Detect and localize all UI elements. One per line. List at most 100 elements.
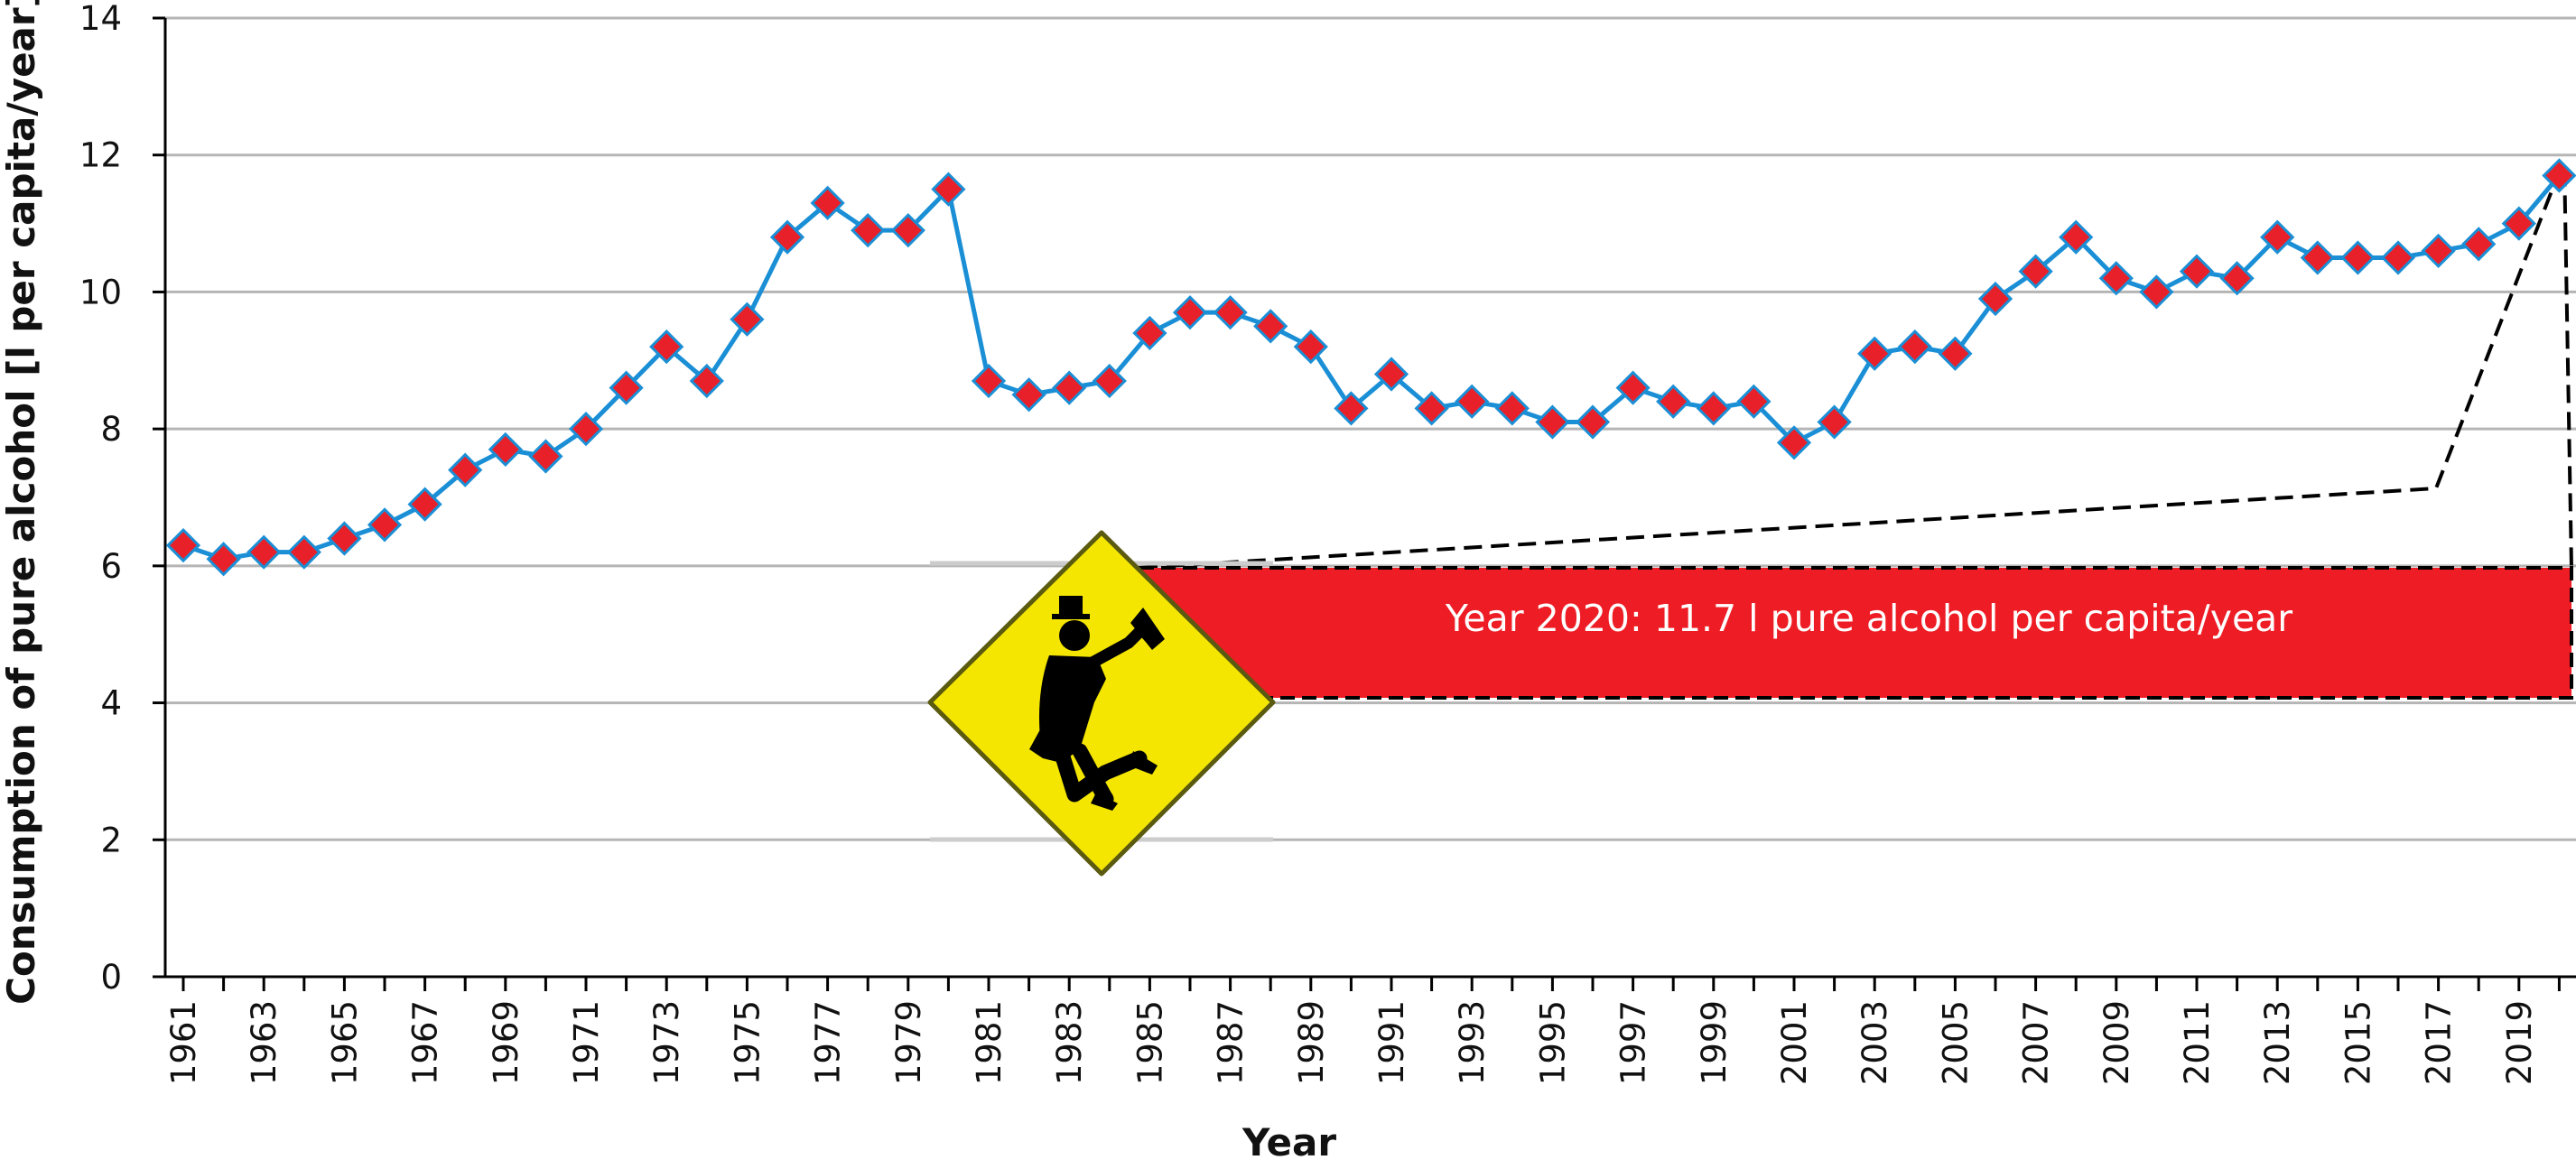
- x-tick-label: 1973: [647, 1000, 686, 1085]
- annotation-box: [1138, 566, 2573, 700]
- data-point: [1334, 391, 1369, 426]
- y-axis-ticks: 0 2 4 6 8 10 12 14: [79, 0, 165, 997]
- data-point: [971, 363, 1007, 399]
- x-axis-ticks: 1961 1963 1965 1967 1969 1971 1973 1975 1977 1979…: [164, 977, 2561, 1085]
- y-tick-label: 10: [79, 273, 122, 311]
- x-tick-label: 1995: [1533, 1000, 1572, 1085]
- x-tick-label: 1981: [970, 1000, 1009, 1085]
- x-tick-label: 2009: [2097, 1000, 2136, 1085]
- data-point: [890, 213, 925, 248]
- gridlines: [165, 16, 2576, 841]
- data-point: [246, 534, 282, 570]
- data-point: [165, 527, 201, 563]
- data-point: [2461, 227, 2497, 262]
- data-point: [1656, 384, 1691, 419]
- data-point: [1857, 336, 1892, 371]
- x-tick-label: 1967: [406, 1000, 445, 1085]
- data-point: [1092, 363, 1127, 399]
- x-tick-label: 2013: [2258, 1000, 2297, 1085]
- y-tick-label: 4: [100, 684, 122, 723]
- data-point: [1132, 315, 1167, 351]
- data-point: [1172, 295, 1208, 330]
- data-point: [730, 302, 765, 337]
- data-point: [1615, 370, 1651, 405]
- x-tick-label: 1987: [1212, 1000, 1251, 1085]
- data-point: [286, 534, 321, 570]
- x-tick-label: 1969: [487, 1000, 525, 1085]
- x-tick-label: 1983: [1050, 1000, 1089, 1085]
- x-tick-label: 2015: [2339, 1000, 2377, 1085]
- x-tick-label: 1963: [245, 1000, 284, 1085]
- data-point: [689, 363, 724, 399]
- x-tick-label: 1991: [1372, 1000, 1411, 1085]
- data-point: [206, 542, 241, 577]
- data-point: [1052, 370, 1087, 405]
- data-point: [1977, 281, 2013, 317]
- data-point: [2098, 261, 2134, 296]
- data-point: [1253, 309, 1288, 344]
- y-tick-label: 14: [79, 0, 122, 38]
- data-point: [2380, 240, 2416, 275]
- data-point: [1535, 404, 1570, 440]
- data-point: [1373, 357, 1409, 392]
- data-point: [1213, 295, 1248, 330]
- data-point: [1736, 384, 1772, 419]
- y-tick-label: 6: [100, 547, 122, 586]
- data-point: [1897, 329, 1932, 365]
- x-axis-title: Year: [1242, 1120, 1336, 1160]
- x-tick-label: 1961: [164, 1000, 203, 1085]
- data-point: [1575, 404, 1611, 440]
- data-point: [407, 487, 442, 522]
- y-tick-label: 12: [79, 136, 122, 175]
- x-tick-label: 1971: [567, 1000, 606, 1085]
- x-tick-label: 1989: [1292, 1000, 1331, 1085]
- data-point: [2018, 254, 2053, 289]
- drunk-person-warning-sign-icon: [927, 530, 1276, 877]
- annotation-callout: Year 2020: 11.7 l pure alcohol per capit…: [927, 179, 2573, 877]
- data-point: [810, 185, 845, 220]
- data-point: [2139, 274, 2174, 310]
- data-point: [1696, 391, 1731, 426]
- data-point: [1293, 329, 1328, 365]
- data-point: [2179, 254, 2215, 289]
- data-point: [1817, 404, 1852, 440]
- data-point: [769, 219, 805, 255]
- x-tick-label: 2005: [1936, 1000, 1975, 1085]
- data-point: [1938, 336, 1973, 371]
- annotation-leader-line: [1139, 179, 2573, 570]
- data-point: [2501, 206, 2536, 241]
- data-point: [1414, 391, 1449, 426]
- data-point: [528, 439, 563, 474]
- x-tick-label: 1997: [1614, 1000, 1653, 1085]
- x-tick-label: 1975: [728, 1000, 767, 1085]
- data-point: [649, 329, 684, 365]
- data-point: [1494, 391, 1530, 426]
- x-tick-label: 1985: [1130, 1000, 1169, 1085]
- x-tick-label: 2003: [1855, 1000, 1894, 1085]
- data-point: [367, 507, 403, 543]
- x-tick-label: 1965: [325, 1000, 364, 1085]
- data-point: [2059, 219, 2094, 255]
- y-tick-label: 2: [100, 821, 122, 859]
- x-tick-label: 1993: [1453, 1000, 1492, 1085]
- x-tick-label: 2017: [2420, 1000, 2459, 1085]
- x-tick-label: 2011: [2178, 1000, 2217, 1085]
- data-point: [851, 213, 886, 248]
- y-tick-label: 8: [100, 410, 122, 449]
- series-markers: [165, 158, 2576, 577]
- data-point: [2542, 158, 2576, 193]
- data-point: [2260, 219, 2295, 255]
- data-point: [2340, 240, 2376, 275]
- data-point: [1011, 377, 1046, 413]
- x-tick-label: 2007: [2017, 1000, 2056, 1085]
- data-point: [327, 521, 362, 556]
- x-tick-label: 1979: [889, 1000, 928, 1085]
- x-tick-label: 2001: [1775, 1000, 1814, 1085]
- data-point: [2300, 240, 2335, 275]
- axes: [163, 18, 2576, 979]
- data-point: [488, 432, 523, 468]
- data-point: [1455, 384, 1490, 419]
- annotation-text: Year 2020: 11.7 l pure alcohol per capit…: [1445, 597, 2292, 640]
- data-point: [448, 452, 483, 487]
